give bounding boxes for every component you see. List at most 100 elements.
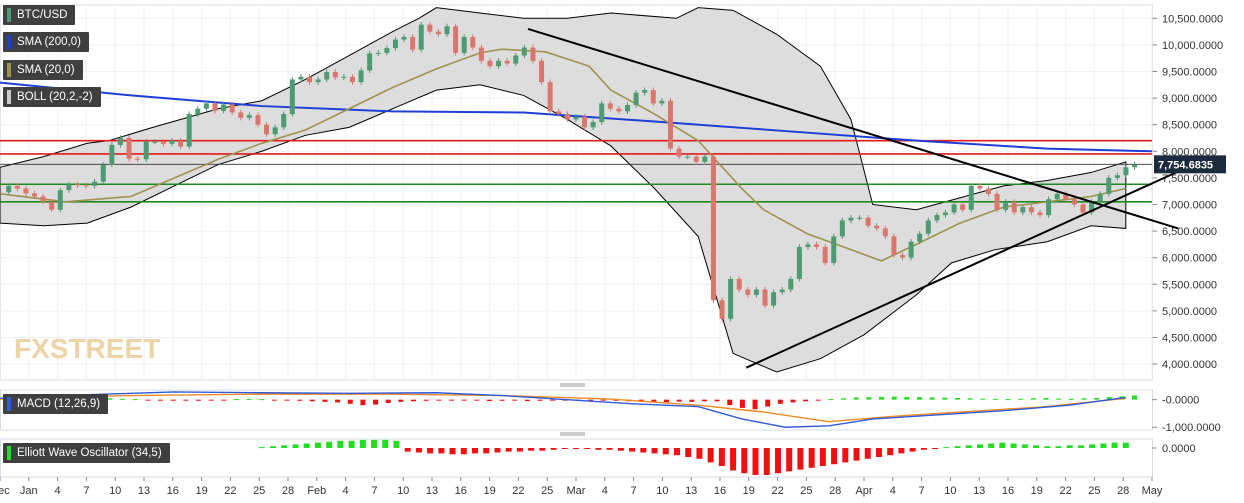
x-tick-label: 16: [455, 485, 467, 497]
candle-body: [272, 127, 278, 135]
candle-body: [444, 26, 450, 35]
legend-sma20[interactable]: SMA (20,0): [3, 60, 83, 80]
ewo-histogram-bar: [864, 448, 871, 459]
candle-body: [934, 215, 940, 221]
candle-body: [530, 47, 536, 61]
ewo-histogram-bar: [281, 445, 288, 448]
macd-histogram-bar: [739, 399, 745, 408]
macd-histogram-bar: [132, 399, 138, 401]
macd-histogram-bar: [967, 398, 973, 400]
legend-symbol[interactable]: BTC/USD: [3, 5, 76, 25]
ewo-histogram-bar: [404, 448, 411, 452]
candle-body: [143, 141, 149, 160]
macd-histogram-bar: [1081, 398, 1087, 400]
ewo-histogram-bar: [954, 446, 961, 448]
ewo-histogram-bar: [819, 448, 826, 466]
x-tick-label: 10: [656, 485, 668, 497]
x-tick-label: 4: [343, 485, 349, 497]
macd-histogram-bar: [689, 399, 695, 402]
ewo-histogram-bar: [1089, 444, 1096, 448]
ewo-histogram-bar: [853, 448, 860, 461]
macd-histogram-bar: [954, 398, 960, 400]
macd-histogram-bar: [158, 399, 164, 401]
macd-histogram-bar: [891, 396, 897, 400]
x-tick-label: 13: [685, 485, 697, 497]
macd-histogram-bar: [676, 399, 682, 402]
candle-body: [246, 115, 252, 118]
candle-body: [685, 156, 691, 158]
x-tick-label: 13: [426, 485, 438, 497]
legend-boll-label: BOLL (20,2,-2): [17, 91, 93, 103]
candle-body: [470, 36, 476, 48]
x-tick-label: 16: [714, 485, 726, 497]
candle-body: [985, 188, 991, 194]
candle-body: [92, 181, 98, 186]
x-tick-label: 19: [483, 485, 495, 497]
candle-body: [435, 31, 441, 35]
macd-histogram-bar: [423, 399, 429, 401]
x-tick-label: Mar: [567, 485, 586, 497]
candle-body: [1003, 201, 1009, 210]
candle-body: [925, 220, 931, 234]
candle-body: [951, 204, 957, 213]
macd-histogram-bar: [828, 399, 834, 401]
candle-body: [375, 52, 381, 54]
legend-macd[interactable]: MACD (12,26,9): [3, 394, 109, 414]
candle-body: [1011, 201, 1017, 213]
candle-body: [728, 278, 734, 319]
candle-body: [1028, 207, 1034, 213]
candle-body: [736, 278, 742, 290]
legend-sma200[interactable]: SMA (200,0): [3, 32, 89, 52]
last-price-tag: [1154, 155, 1226, 174]
ewo-histogram-bar: [359, 439, 366, 448]
candle-body: [1071, 199, 1077, 205]
candle-body: [307, 76, 313, 83]
candle-body: [796, 247, 802, 279]
candle-body: [315, 79, 321, 83]
ewo-histogram-bar: [696, 448, 703, 459]
ewo-histogram-bar: [1010, 443, 1017, 448]
x-tick-label: 28: [829, 485, 841, 497]
x-tick-label: 7: [631, 485, 637, 497]
candle-body: [779, 289, 785, 293]
legend-boll[interactable]: BOLL (20,2,-2): [3, 87, 101, 107]
candle-body: [599, 103, 605, 123]
ewo-histogram-bar: [718, 448, 725, 466]
candle-body: [427, 24, 433, 32]
ewo-histogram-bar: [629, 448, 636, 452]
candle-body: [814, 244, 820, 248]
macd-histogram-bar: [1132, 395, 1138, 400]
candle-body: [418, 24, 424, 50]
macd-histogram-bar: [992, 398, 998, 400]
candle-body: [32, 193, 38, 197]
ewo-tick-label: 0.0000: [1162, 443, 1196, 455]
ewo-histogram-bar: [1100, 443, 1107, 448]
macd-histogram-bar: [385, 399, 391, 403]
ewo-histogram-bar: [337, 440, 344, 448]
macd-histogram-bar: [588, 399, 594, 401]
ewo-histogram-bar: [1077, 445, 1084, 448]
ewo-histogram-bar: [662, 448, 669, 455]
ewo-histogram-bar: [797, 448, 804, 470]
ewo-histogram-bar: [808, 448, 815, 468]
legend-macd-label: MACD (12,26,9): [17, 398, 101, 410]
x-tick-label: 4: [602, 485, 608, 497]
legend-ewo[interactable]: Elliott Wave Oscillator (34,5): [3, 443, 170, 463]
macd-histogram-bar: [803, 399, 809, 402]
ewo-histogram-bar: [1033, 445, 1040, 448]
ewo-histogram-bar: [561, 448, 568, 449]
candle-body: [521, 47, 527, 56]
candle-body: [384, 48, 390, 53]
ewo-histogram-bar: [516, 448, 523, 452]
ewo-histogram-bar: [786, 448, 793, 472]
candle-body: [289, 79, 295, 115]
ewo-histogram-bar: [1111, 442, 1118, 448]
candle-body: [822, 247, 828, 263]
x-tick-label: 10: [109, 485, 121, 497]
macd-histogram-bar: [777, 399, 783, 404]
macd-histogram-bar: [322, 399, 328, 402]
candle-body: [341, 76, 347, 78]
candle-body: [762, 289, 768, 306]
macd-histogram-bar: [335, 399, 341, 403]
macd-histogram-bar: [651, 399, 657, 402]
